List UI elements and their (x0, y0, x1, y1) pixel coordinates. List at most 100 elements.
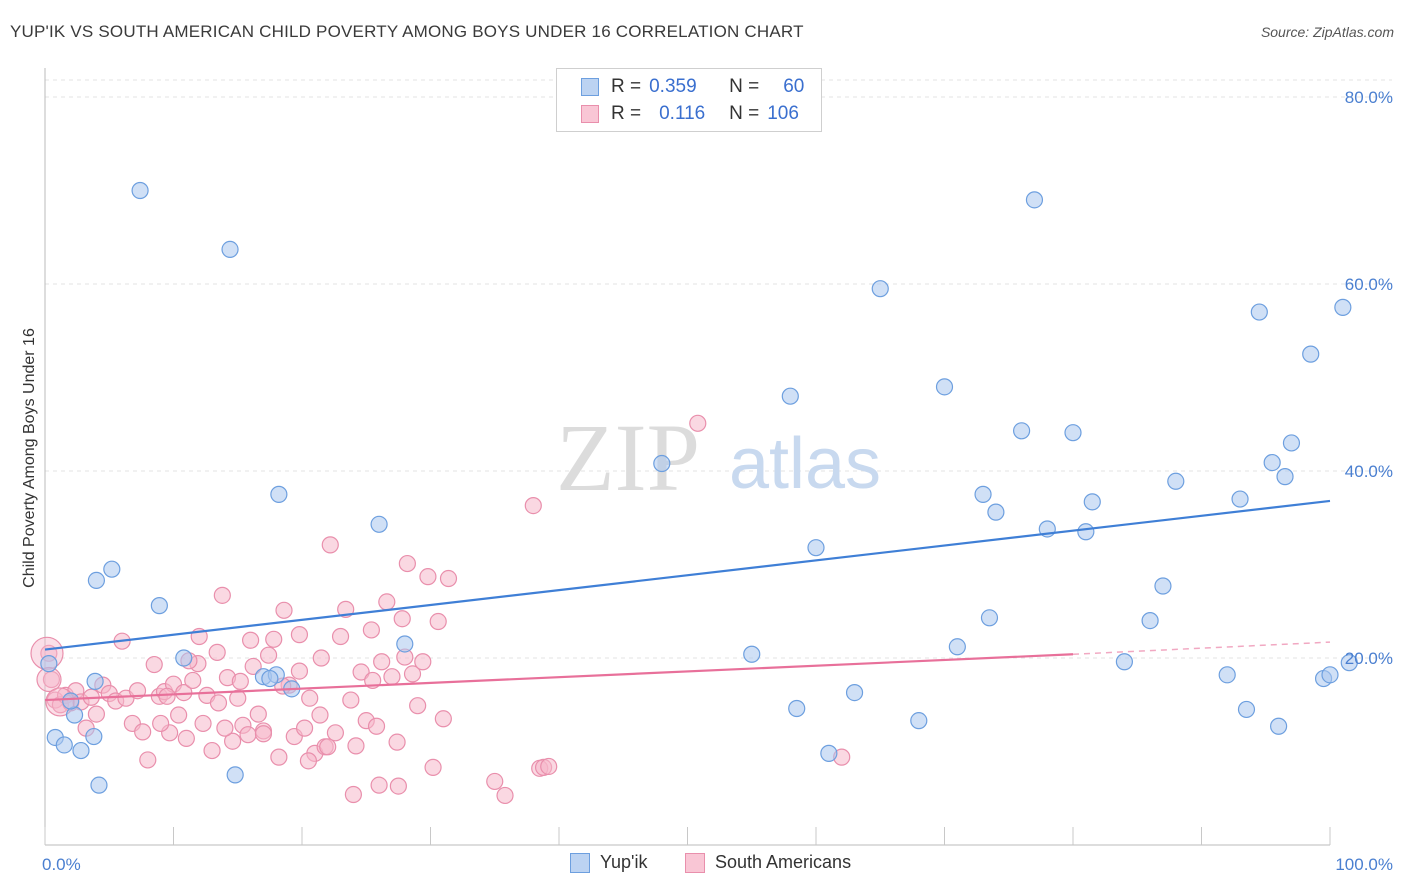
point-yupik (1012, 422, 1031, 440)
point-yupik (1263, 453, 1281, 472)
legend-r-value: 0.359 (649, 76, 697, 97)
watermark-zip: ZIP (556, 404, 700, 511)
point-yupik (150, 597, 168, 615)
point-yupik (935, 378, 954, 396)
point-yupik (1276, 468, 1294, 486)
point-south-americans (216, 719, 234, 737)
point-yupik (396, 635, 414, 653)
point-south-americans (194, 714, 212, 733)
point-south-americans (689, 414, 707, 432)
point-yupik (1237, 700, 1256, 719)
point-south-americans (398, 554, 416, 573)
point-yupik (871, 280, 889, 298)
point-yupik (55, 736, 73, 754)
point-yupik (1302, 345, 1320, 363)
point-south-americans (87, 705, 106, 723)
legend-label-yupik: Yup'ik (600, 852, 648, 872)
point-south-americans (213, 586, 231, 604)
point-south-americans (370, 776, 388, 794)
stats-legend: R = 0.359 N = 60 R = 0.116 N = 106 (556, 68, 822, 132)
point-yupik (1282, 434, 1301, 452)
point-south-americans (203, 741, 221, 760)
point-south-americans (326, 724, 345, 742)
legend-swatch-blue (581, 78, 599, 96)
point-south-americans (231, 672, 249, 690)
point-south-americans (295, 719, 314, 737)
point-yupik (62, 692, 80, 710)
point-south-americans (439, 569, 458, 588)
point-yupik (90, 776, 108, 794)
point-south-americans (486, 772, 504, 791)
legend-row-yupik: R = 0.359 N = 60 (581, 75, 804, 99)
point-south-americans (270, 748, 288, 766)
point-south-americans (139, 751, 157, 769)
point-yupik (1167, 472, 1185, 490)
point-south-americans (393, 610, 411, 628)
point-yupik (845, 683, 864, 702)
legend-r-label: R = (611, 76, 642, 97)
point-south-americans (409, 697, 427, 715)
chart-title: YUP'IK VS SOUTH AMERICAN CHILD POVERTY A… (10, 22, 804, 41)
legend-swatch-pink (685, 852, 705, 873)
point-yupik (1115, 653, 1134, 671)
point-yupik (948, 638, 966, 656)
point-south-americans (429, 612, 447, 631)
point-south-americans (290, 626, 309, 644)
legend-label-south-americans: South Americans (715, 852, 852, 872)
point-south-americans (321, 536, 339, 554)
legend-r-label: R = (611, 103, 642, 124)
point-south-americans (209, 694, 228, 712)
point-south-americans (242, 631, 260, 649)
point-yupik (807, 539, 825, 557)
legend-item-south-americans: South Americans (685, 852, 851, 873)
point-yupik (1083, 493, 1101, 511)
point-yupik (1250, 303, 1268, 321)
trendline-yupik (44, 499, 1331, 651)
point-south-americans (434, 710, 452, 728)
point-south-americans (367, 717, 386, 735)
point-yupik (226, 766, 244, 784)
point-south-americans (229, 689, 247, 707)
point-yupik (1340, 654, 1358, 672)
x-tick-label: 100.0% (1335, 855, 1393, 874)
point-yupik (1334, 298, 1352, 316)
point-south-americans (254, 725, 273, 743)
source-credit: Source: ZipAtlas.com (1260, 24, 1394, 40)
point-south-americans (158, 687, 176, 705)
point-south-americans (424, 758, 442, 776)
point-yupik (743, 645, 761, 663)
point-yupik (1231, 490, 1249, 508)
point-south-americans (496, 786, 514, 805)
point-south-americans (265, 630, 283, 648)
point-south-americans (342, 691, 360, 709)
point-yupik (175, 649, 193, 667)
point-south-americans (524, 496, 542, 515)
trendlines (44, 499, 1331, 702)
point-south-americans (312, 649, 330, 667)
legend-row-south-americans: R = 0.116 N = 106 (581, 102, 799, 126)
point-yupik (974, 485, 992, 503)
legend-swatch-blue (570, 852, 590, 873)
point-yupik (788, 699, 806, 718)
legend-swatch-pink (581, 105, 599, 123)
point-yupik (781, 387, 799, 405)
point-south-americans (299, 752, 318, 770)
point-south-americans (403, 665, 422, 683)
point-yupik (1218, 666, 1236, 684)
point-yupik (270, 485, 288, 503)
point-yupik (131, 181, 149, 200)
point-south-americans (378, 593, 396, 611)
point-south-americans (275, 601, 293, 619)
series-legend: Yup'ik South Americans (0, 852, 1406, 878)
point-yupik (1025, 191, 1044, 209)
point-south-americans (419, 568, 437, 586)
point-yupik (1154, 577, 1172, 595)
point-south-americans (388, 733, 406, 751)
point-yupik (261, 669, 279, 688)
point-south-americans (414, 653, 432, 671)
point-yupik (103, 560, 121, 578)
point-yupik (1141, 611, 1159, 630)
point-yupik (1077, 523, 1095, 541)
point-yupik (65, 706, 84, 724)
